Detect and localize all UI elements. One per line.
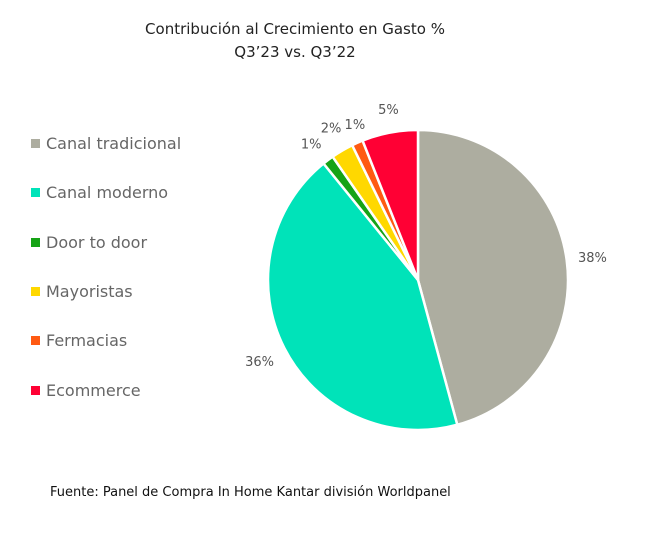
legend-swatch bbox=[31, 188, 40, 198]
legend-swatch bbox=[31, 139, 40, 148]
data-label: 1% bbox=[301, 138, 322, 153]
legend-swatch bbox=[31, 237, 40, 247]
legend-label: Mayoristas bbox=[46, 281, 133, 301]
legend-label: Door to door bbox=[46, 232, 148, 252]
legend-label: Ecommerce bbox=[46, 380, 141, 400]
legend-swatch bbox=[31, 336, 40, 346]
legend-item: Canal moderno bbox=[31, 183, 168, 202]
data-label: 2% bbox=[321, 122, 342, 137]
legend-label: Fermacias bbox=[46, 331, 128, 351]
legend-item: Canal tradicional bbox=[31, 134, 181, 153]
legend-label: Canal moderno bbox=[46, 183, 169, 203]
data-label: 5% bbox=[378, 103, 399, 118]
pie-slice-canal-tradicional bbox=[416, 128, 570, 427]
legend-item: Ecommerce bbox=[31, 381, 141, 400]
legend-swatch bbox=[31, 286, 40, 296]
chart-title: Contribución al Crecimiento en Gasto % bbox=[145, 20, 445, 38]
legend-label: Canal tradicional bbox=[46, 134, 182, 153]
source-note: Fuente: Panel de Compra In Home Kantar d… bbox=[50, 485, 451, 500]
data-label: 38% bbox=[578, 251, 607, 266]
legend-swatch bbox=[31, 385, 40, 395]
pie-slice-ecommerce bbox=[360, 128, 420, 281]
data-label: 36% bbox=[245, 355, 274, 370]
data-label: 1% bbox=[345, 118, 366, 133]
chart-subtitle: Q3’23 vs. Q3’22 bbox=[234, 43, 356, 61]
legend-item: Mayoristas bbox=[31, 282, 133, 301]
legend-item: Door to door bbox=[31, 233, 147, 252]
pie-slice-canal-moderno bbox=[266, 161, 459, 432]
legend-item: Fermacias bbox=[31, 331, 127, 350]
